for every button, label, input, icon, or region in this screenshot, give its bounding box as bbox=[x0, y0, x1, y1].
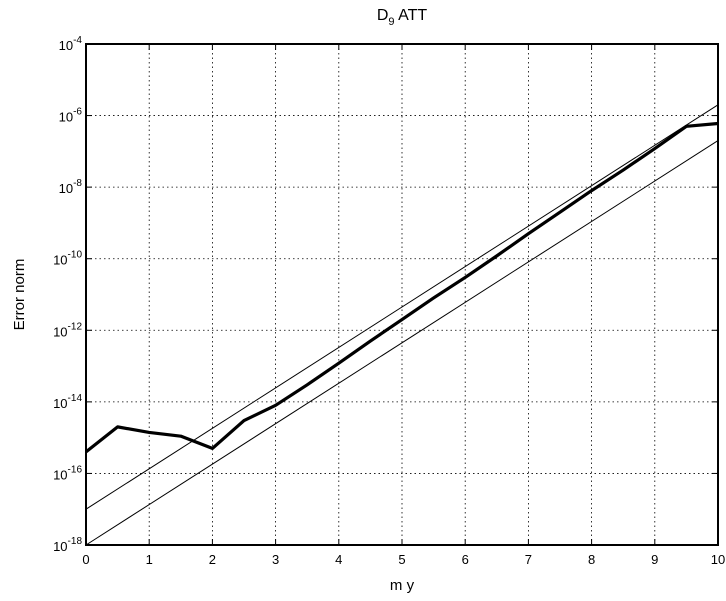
y-tick-label: 10-4 bbox=[59, 35, 83, 53]
y-tick-label: 10-8 bbox=[59, 178, 83, 196]
x-tick-label: 9 bbox=[651, 552, 658, 567]
series-group bbox=[85, 104, 719, 546]
y-axis-label: Error norm bbox=[11, 259, 28, 331]
series-line-reference-1 bbox=[85, 104, 719, 510]
series-line-error bbox=[85, 121, 719, 454]
chart-title: D9 ATT bbox=[377, 7, 428, 28]
tick-labels: 0 1 2 3 4 5 6 7 8 9 10 10-18 10-16 10-14 10-12 10-10 10-… bbox=[53, 35, 725, 567]
chart-title-suffix: ATT bbox=[395, 7, 428, 24]
y-tick-label: 10-6 bbox=[59, 107, 83, 125]
x-tick-label: 8 bbox=[588, 552, 595, 567]
x-axis-label: m y bbox=[390, 577, 415, 594]
grid bbox=[86, 44, 718, 545]
x-tick-label: 1 bbox=[146, 552, 153, 567]
y-tick-label: 10-16 bbox=[53, 464, 82, 482]
x-tick-label: 7 bbox=[525, 552, 532, 567]
series-line-reference-2 bbox=[85, 140, 719, 546]
chart-title-main: D bbox=[377, 7, 389, 24]
y-tick-label: 10-18 bbox=[53, 536, 82, 554]
y-tick-label: 10-10 bbox=[53, 250, 82, 268]
x-tick-label: 10 bbox=[711, 552, 725, 567]
x-tick-label: 6 bbox=[462, 552, 469, 567]
chart-title-subscript: 9 bbox=[388, 16, 394, 28]
ticks bbox=[85, 43, 719, 546]
x-tick-label: 4 bbox=[335, 552, 342, 567]
x-tick-label: 2 bbox=[209, 552, 216, 567]
x-tick-label: 5 bbox=[398, 552, 405, 567]
x-tick-label: 3 bbox=[272, 552, 279, 567]
y-tick-label: 10-12 bbox=[53, 321, 82, 339]
x-tick-label: 0 bbox=[82, 552, 89, 567]
y-tick-label: 10-14 bbox=[53, 393, 82, 411]
